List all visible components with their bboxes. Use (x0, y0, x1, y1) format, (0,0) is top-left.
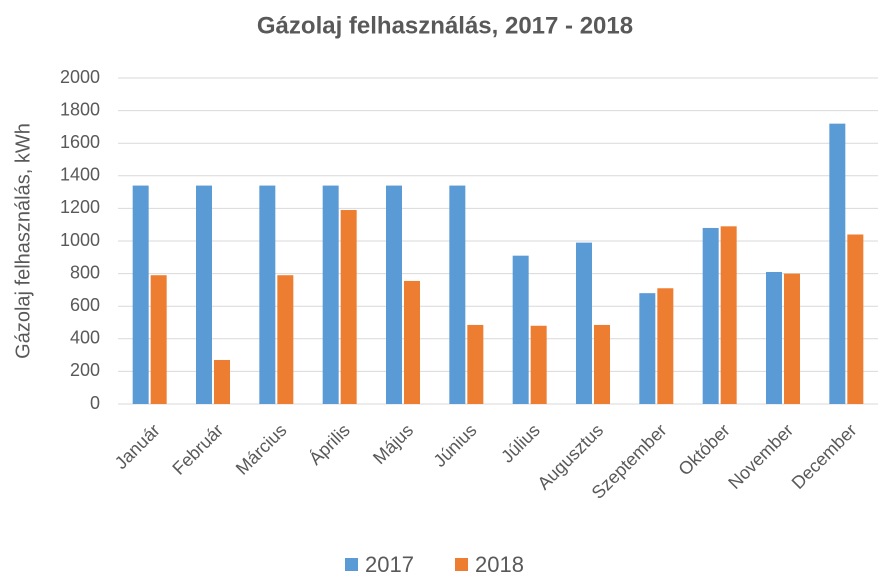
bar (512, 255, 529, 404)
x-tick-label: Június (430, 420, 481, 471)
x-tick-label: November (724, 420, 797, 493)
bar (322, 185, 339, 404)
y-tick-label: 200 (70, 360, 100, 380)
x-tick-label: Május (369, 420, 417, 468)
y-tick-label: 800 (70, 262, 100, 282)
bar (150, 275, 167, 404)
bar (639, 293, 656, 404)
bar (829, 123, 846, 404)
y-tick-label: 400 (70, 328, 100, 348)
y-axis-title: Gázolaj felhasználás, kWh (12, 123, 34, 359)
x-tick-label: Március (232, 420, 291, 479)
y-tick-label: 1600 (60, 132, 100, 152)
bar (657, 288, 674, 404)
bar (576, 242, 592, 404)
y-tick-label: 1400 (60, 165, 100, 185)
bar (766, 271, 782, 404)
bar (449, 185, 466, 404)
x-tick-label: Április (305, 420, 354, 469)
bar (277, 275, 294, 404)
bar (404, 280, 420, 404)
y-tick-label: 1000 (60, 230, 100, 250)
x-tick-label: Február (168, 420, 227, 479)
x-tick-label: Október (674, 420, 733, 479)
legend-swatch (455, 558, 468, 571)
bar (214, 359, 230, 404)
bar (594, 324, 610, 404)
bar (530, 325, 547, 404)
x-tick-label: Július (497, 420, 544, 467)
bar (784, 273, 800, 404)
legend-label: 2018 (475, 552, 524, 575)
y-tick-label: 600 (70, 295, 100, 315)
bar (702, 227, 719, 404)
x-tick-label: December (788, 420, 861, 493)
chart-title: Gázolaj felhasználás, 2017 - 2018 (257, 12, 633, 39)
bar (259, 185, 276, 404)
bar (196, 185, 212, 404)
legend-swatch (345, 558, 358, 571)
bar (386, 185, 402, 404)
y-tick-label: 2000 (60, 67, 100, 87)
bar (847, 234, 864, 404)
y-tick-label: 0 (90, 393, 100, 413)
legend-label: 2017 (365, 552, 414, 575)
bar (467, 324, 484, 404)
y-tick-label: 1800 (60, 99, 100, 119)
bar (340, 210, 357, 404)
x-tick-label: Január (111, 420, 164, 473)
bar (720, 226, 737, 404)
y-tick-label: 1200 (60, 197, 100, 217)
bar (132, 185, 149, 404)
